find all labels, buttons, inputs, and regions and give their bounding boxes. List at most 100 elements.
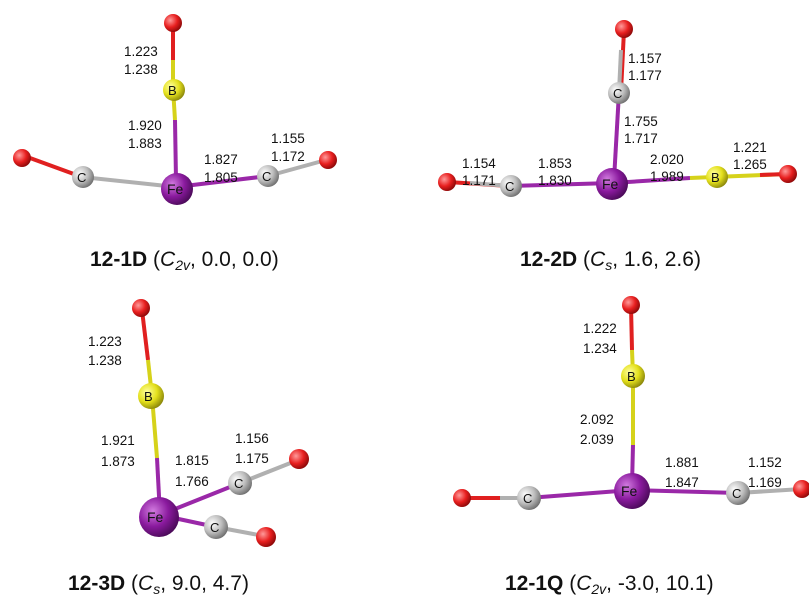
structure-id: 12-2D xyxy=(520,248,578,271)
caption-12-2D: 12-2D (Cs, 1.6, 2.6) xyxy=(520,248,701,273)
bond-length-FeC-bottom: 1.805 xyxy=(204,170,238,185)
bond-length-BO-2: 1.265 xyxy=(733,157,767,172)
structure-id: 12-3D xyxy=(68,572,126,595)
bond-length-CO-2: 1.169 xyxy=(748,475,782,490)
symmetry-base: C xyxy=(160,248,176,271)
symmetry-sub: 2v xyxy=(591,581,607,597)
structure-id: 12-1D xyxy=(90,248,148,271)
bond-length-FeC-2: 1.847 xyxy=(665,475,699,490)
bond-length-BO-bottom: 1.238 xyxy=(124,62,158,77)
iron-label: Fe xyxy=(602,176,619,192)
symmetry-base: C xyxy=(590,248,606,271)
iron-label: Fe xyxy=(147,509,164,525)
bond-length-BO-2: 1.238 xyxy=(88,353,122,368)
boron-atom xyxy=(706,166,728,188)
carbon-atom xyxy=(204,515,228,539)
symmetry-sub: s xyxy=(605,257,613,273)
oxygen-atom xyxy=(289,449,309,469)
symmetry-base: C xyxy=(576,572,592,595)
bond-length-BO-1: 1.222 xyxy=(583,321,617,336)
iron-atom xyxy=(139,497,179,537)
bond-length-CO-bottom: 1.172 xyxy=(271,149,305,164)
bond-length-FeC-1: 1.881 xyxy=(665,455,699,470)
carbon-atom xyxy=(726,481,750,505)
bond-length-FeB-1: 1.921 xyxy=(101,433,135,448)
oxygen-atom xyxy=(256,527,276,547)
carbon-atom xyxy=(608,82,630,104)
bond-length-CO-2: 1.175 xyxy=(235,451,269,466)
bond-length-FeC-top-2: 1.717 xyxy=(624,131,658,146)
bond-length-FeB-bottom: 1.883 xyxy=(128,136,162,151)
carbon-label: C xyxy=(523,491,532,506)
iron-label: Fe xyxy=(621,483,638,499)
caption-12-1Q: 12-1Q (C2v, -3.0, 10.1) xyxy=(505,572,714,597)
oxygen-atom xyxy=(132,299,150,317)
oxygen-atom xyxy=(453,489,471,507)
caption-12-1D: 12-1D (C2v, 0.0, 0.0) xyxy=(90,248,279,273)
carbon-atom xyxy=(257,165,279,187)
oxygen-atom xyxy=(319,151,337,169)
symmetry-sub: s xyxy=(153,581,161,597)
iron-atom xyxy=(614,473,650,509)
bond-length-FeB-2: 2.039 xyxy=(580,432,614,447)
bond-length-FeC-1: 1.815 xyxy=(175,453,209,468)
boron-label: B xyxy=(168,83,177,98)
carbon-atom xyxy=(517,486,541,510)
boron-label: B xyxy=(627,369,636,384)
bond-length-CO-left-2: 1.171 xyxy=(462,173,496,188)
oxygen-atom xyxy=(622,296,640,314)
carbon-atom xyxy=(72,166,94,188)
boron-atom xyxy=(163,79,185,101)
bond-length-BO-2: 1.234 xyxy=(583,341,617,356)
energy-values: 1.6, 2.6 xyxy=(623,248,694,271)
oxygen-atom xyxy=(164,14,182,32)
boron-atom xyxy=(621,364,645,388)
bond-length-FeC-left-2: 1.830 xyxy=(538,173,572,188)
bond-length-FeC-left-1: 1.853 xyxy=(538,156,572,171)
carbon-label: C xyxy=(234,476,243,491)
bond-length-CO-1: 1.152 xyxy=(748,455,782,470)
bond-length-CO-top-1: 1.157 xyxy=(628,51,662,66)
boron-atom xyxy=(138,383,164,409)
iron-atom xyxy=(161,173,193,205)
structure-12-2D: C C Fe B 1.157 1.177 1.755 1.717 1.154 1… xyxy=(438,20,797,200)
oxygen-atom xyxy=(13,149,31,167)
structure-12-1D: B C Fe C 1.223 1.238 1.920 1.883 1.827 1… xyxy=(13,14,337,205)
bond-length-BO-top: 1.223 xyxy=(124,44,158,59)
caption-12-3D: 12-3D (Cs, 9.0, 4.7) xyxy=(68,572,249,597)
bond-length-FeB-1: 2.020 xyxy=(650,152,684,167)
bond-length-CO-left-1: 1.154 xyxy=(462,156,496,171)
bond-length-FeB-2: 1.873 xyxy=(101,454,135,469)
carbon-label: C xyxy=(613,86,622,101)
oxygen-atom xyxy=(438,173,456,191)
carbon-label: C xyxy=(505,179,514,194)
bond-length-BO-1: 1.223 xyxy=(88,334,122,349)
bond-length-BO-1: 1.221 xyxy=(733,140,767,155)
bond-length-FeB-1: 2.092 xyxy=(580,412,614,427)
oxygen-atom xyxy=(615,20,633,38)
iron-atom xyxy=(596,168,628,200)
carbon-atom xyxy=(228,471,252,495)
energy-values: 9.0, 4.7 xyxy=(171,572,242,595)
oxygen-atom xyxy=(793,480,809,498)
carbon-atom xyxy=(500,175,522,197)
bond-length-FeB-2: 1.989 xyxy=(650,169,684,184)
iron-label: Fe xyxy=(167,181,184,197)
bond-length-FeC-top-1: 1.755 xyxy=(624,114,658,129)
oxygen-atom xyxy=(779,165,797,183)
bond-length-CO-top-2: 1.177 xyxy=(628,68,662,83)
symmetry-base: C xyxy=(138,572,154,595)
bond-length-FeC-2: 1.766 xyxy=(175,474,209,489)
bond-length-FeC-top: 1.827 xyxy=(204,152,238,167)
carbon-label: C xyxy=(210,520,219,535)
structure-12-3D: B Fe C C 1.223 1.238 1.921 1.873 1.815 1… xyxy=(88,299,309,547)
boron-label: B xyxy=(711,170,720,185)
bond-length-CO-top: 1.155 xyxy=(271,131,305,146)
structure-12-1Q: B C Fe C 1.222 1.234 2.092 2.039 1.881 1… xyxy=(453,296,809,510)
boron-label: B xyxy=(144,389,153,404)
carbon-label: C xyxy=(77,170,86,185)
carbon-label: C xyxy=(732,486,741,501)
bond-length-CO-1: 1.156 xyxy=(235,431,269,446)
energy-values: -3.0, 10.1 xyxy=(617,572,707,595)
